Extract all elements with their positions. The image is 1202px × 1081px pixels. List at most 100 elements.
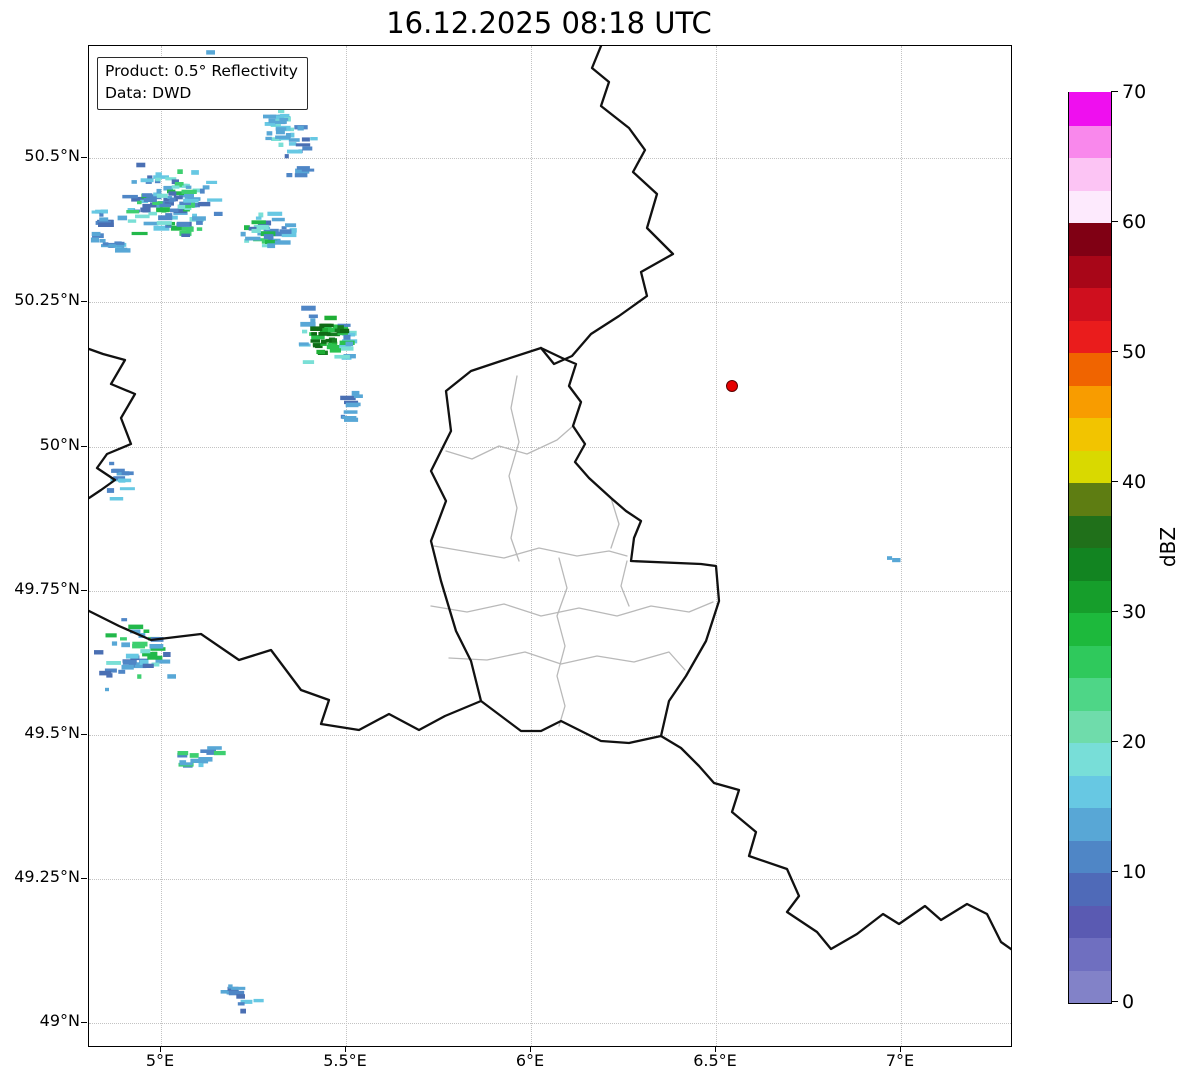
radar-echo-cell [177,753,188,758]
radar-echo-cell [290,132,295,138]
radar-echo-cell [179,231,192,236]
gridline-horizontal [89,734,1011,736]
region-border [620,560,630,607]
radar-echo-cell [112,468,125,473]
radar-echo-cell [308,314,318,319]
radar-echo-cell [100,209,108,214]
radar-echo-cell [278,142,284,147]
y-tick-mark [81,1022,87,1023]
radar-echo-cell [105,687,109,692]
colorbar-tick-label: 60 [1122,211,1147,233]
colorbar-segment [1069,547,1111,581]
country-border [89,347,137,500]
colorbar-tick-mark [1111,91,1118,93]
radar-echo-cell [326,345,343,350]
gridline-vertical [900,46,902,1046]
radar-echo-cell [179,201,191,205]
radar-echo-cell [143,197,157,202]
radar-echo-cell [122,194,138,199]
y-tick-label: 49°N [39,1011,80,1030]
colorbar-tick-mark [1111,481,1118,483]
colorbar-segment [1069,482,1111,516]
radar-echo-cell [151,662,160,667]
radar-echo-cell [289,228,297,233]
radar-echo-cell [310,137,318,141]
radar-echo-cell [159,203,172,208]
region-border [448,651,686,671]
radar-echo-cell [345,402,361,407]
radar-echo-cell [275,127,287,131]
radar-echo-cell [288,142,297,146]
radar-echo-cell [244,225,250,231]
gridline-vertical [345,46,347,1046]
radar-echo-cell [135,214,150,219]
map-plot-area: Product: 0.5° Reflectivity Data: DWD [88,45,1012,1047]
radar-echo-cell [285,133,291,138]
radar-echo-cell [198,763,204,768]
gridline-vertical [160,46,162,1046]
radar-echo-cell [121,664,134,670]
radar-echo-cell [264,122,276,126]
radar-echo-cell [279,117,289,121]
radar-echo-cell [202,760,209,764]
radar-echo-cell [179,762,193,766]
y-tick-mark [81,446,87,447]
radar-echo-cell [275,135,291,139]
colorbar-segment [1069,384,1111,418]
radar-echo-cell [301,168,315,172]
colorbar-segment [1069,157,1111,191]
radar-echo-cell [177,204,186,210]
gridline-vertical [530,46,532,1046]
radar-echo-cell [196,227,203,231]
radar-echo-cell [294,173,308,178]
colorbar-tick-label: 0 [1122,991,1135,1013]
radar-echo-cell [170,225,187,231]
radar-echo-cell [324,315,337,321]
radar-echo-cell [116,243,125,248]
radar-echo-cell [344,400,359,405]
radar-echo-cell [206,50,215,55]
radar-echo-cell [131,180,137,184]
colorbar-segment [1069,807,1111,841]
x-tick-mark [345,1046,346,1052]
radar-echo-cell [137,674,142,679]
radar-echo-cell [149,644,164,649]
radar-echo-cell [153,175,169,179]
radar-echo-cell [337,331,348,336]
radar-echo-cell [132,663,147,669]
radar-echo-cell [118,478,126,483]
radar-echo-cell [127,219,137,223]
colorbar-tick-mark [1111,741,1118,743]
radar-echo-cell [174,182,184,186]
radar-echo-cell [310,318,316,323]
region-border [556,557,568,727]
radar-echo-cell [179,193,194,198]
radar-echo-cell [281,226,287,230]
radar-echo-cell [270,114,280,118]
radar-echo-cell [302,360,315,364]
x-tick-label: 6°E [515,1051,545,1070]
radar-echo-cell [141,193,153,197]
colorbar-tick-label: 50 [1122,341,1147,363]
y-tick-mark [81,157,87,158]
radar-echo-cell [167,196,173,199]
radar-echo-cell [271,137,282,141]
radar-echo-cell [136,162,146,168]
radar-echo-cell [109,497,124,501]
radar-echo-cell [191,170,199,175]
radar-echo-cell [142,203,159,208]
radar-echo-cell [156,221,172,225]
radar-echo-cell [279,113,290,118]
radar-echo-cell [263,114,277,119]
radar-echo-cell [301,137,310,142]
radar-echo-cell [244,238,250,243]
radar-echo-cell [111,468,119,473]
radar-echo-cell [267,211,283,216]
radar-echo-cell [251,220,266,225]
y-tick-mark [81,301,87,302]
radar-echo-cell [268,118,280,124]
radar-echo-cell [181,189,197,194]
radar-echo-cell [220,990,232,994]
colorbar-segment [1069,319,1111,353]
radar-echo-cell [337,325,344,329]
